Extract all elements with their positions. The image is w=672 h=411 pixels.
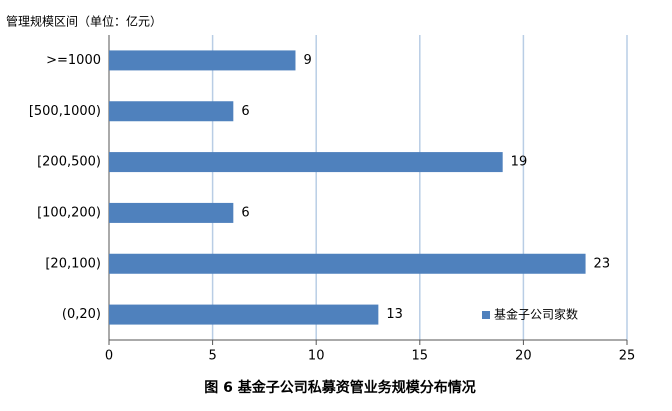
- bar: [109, 50, 296, 71]
- data-label: 6: [241, 205, 249, 220]
- y-tick-label: [500,1000): [29, 104, 101, 119]
- y-axis-label: 管理规模区间（单位：亿元）: [6, 14, 162, 29]
- bar: [109, 304, 379, 325]
- data-label: 13: [386, 307, 403, 322]
- legend-label: 基金子公司家数: [494, 307, 578, 322]
- data-label: 19: [511, 155, 528, 170]
- x-tick-label: 25: [619, 349, 636, 364]
- x-tick-label: 5: [208, 349, 216, 364]
- x-tick-label: 10: [308, 349, 325, 364]
- bar: [109, 152, 503, 173]
- y-tick-label: [100,200): [37, 205, 101, 220]
- data-label: 6: [241, 104, 249, 119]
- bar: [109, 101, 234, 122]
- y-tick-label: [200,500): [37, 155, 101, 170]
- legend-swatch: [482, 311, 490, 319]
- data-label: 23: [594, 256, 611, 271]
- y-tick-label: >=1000: [46, 53, 101, 68]
- chart-title: 图 6 基金子公司私募资管业务规模分布情况: [204, 379, 476, 396]
- bar: [109, 253, 586, 274]
- x-tick-label: 15: [412, 349, 429, 364]
- x-tick-label: 20: [515, 349, 532, 364]
- y-tick-label: (0,20): [62, 307, 101, 322]
- data-label: 9: [303, 53, 311, 68]
- x-tick-label: 0: [105, 349, 113, 364]
- bar: [109, 202, 234, 223]
- y-tick-label: [20,100): [45, 256, 101, 271]
